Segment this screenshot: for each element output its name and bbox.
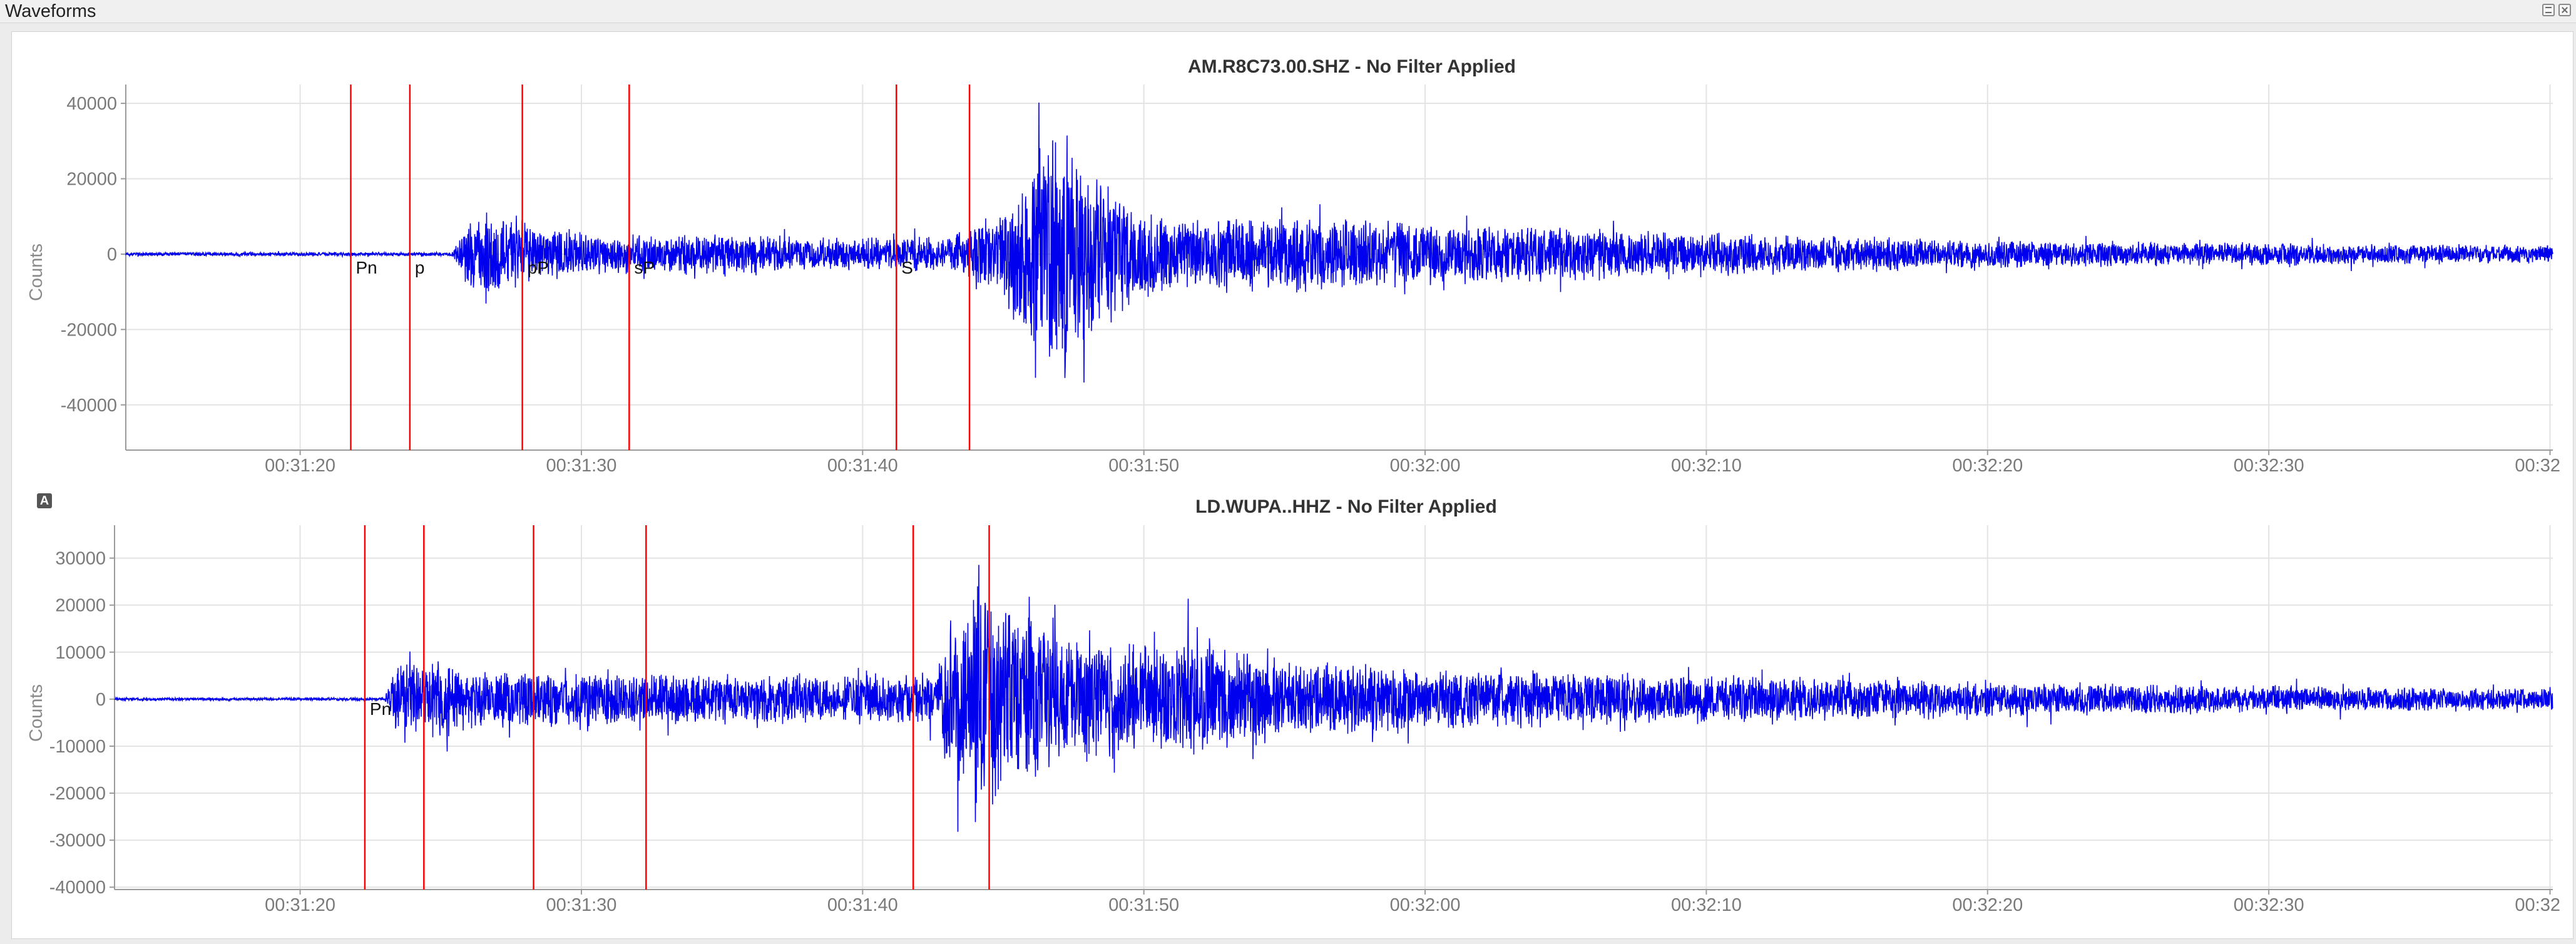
x-tick-label: 00:32 bbox=[2515, 895, 2560, 915]
waveform-trace bbox=[125, 102, 2553, 383]
y-tick-label: -20000 bbox=[61, 320, 117, 340]
phase-label: pP bbox=[528, 258, 549, 277]
waveform-chart-2: -40000 -30000 -20000 -10000 0 10000 20000 30000… bbox=[26, 496, 2560, 915]
x-tick-label: 00:31:40 bbox=[827, 456, 898, 476]
x-tick-label: 00:32:30 bbox=[2234, 895, 2304, 915]
y-tick-label: -20000 bbox=[49, 784, 106, 804]
x-tick-label: 00:31:20 bbox=[265, 895, 335, 915]
window-title: Waveforms bbox=[5, 1, 96, 21]
y-tick-label: 30000 bbox=[55, 549, 106, 569]
phase-label: Pn bbox=[355, 258, 377, 277]
close-button[interactable] bbox=[2558, 4, 2571, 16]
y-tick-label: 40000 bbox=[66, 94, 117, 114]
x-tick-label: 00:31:50 bbox=[1108, 456, 1179, 476]
window-titlebar: Waveforms bbox=[0, 0, 2576, 23]
chart-title: AM.R8C73.00.SHZ - No Filter Applied bbox=[1188, 56, 1516, 77]
y-tick-label: -40000 bbox=[49, 878, 106, 898]
y-tick-label: 20000 bbox=[55, 596, 106, 616]
x-tick-label: 00:32:20 bbox=[1952, 895, 2023, 915]
panel-a-badge[interactable]: A bbox=[37, 493, 52, 508]
x-tick-label: 00:32:00 bbox=[1390, 895, 1461, 915]
x-tick-label: 00:31:30 bbox=[546, 456, 617, 476]
x-tick-label: 00:32 bbox=[2515, 456, 2560, 476]
y-tick-label: 0 bbox=[107, 245, 117, 265]
phase-label: sP bbox=[634, 258, 655, 277]
y-axis-label: Counts bbox=[26, 244, 46, 301]
y-tick-label: 10000 bbox=[55, 643, 106, 663]
phase-label: p bbox=[415, 258, 425, 277]
waveform-chart-1: -40000 -20000 0 20000 40000 00:31:20 00:31:30 0… bbox=[26, 56, 2560, 476]
x-tick-label: 00:32:00 bbox=[1390, 456, 1461, 476]
x-tick-label: 00:32:10 bbox=[1671, 456, 1742, 476]
y-tick-label: 20000 bbox=[66, 170, 117, 190]
y-tick-label: -10000 bbox=[49, 737, 106, 757]
waveform-trace bbox=[114, 565, 2553, 832]
x-tick-label: 00:31:50 bbox=[1108, 895, 1179, 915]
float-button[interactable] bbox=[2542, 4, 2555, 16]
waveforms-plot: -40000 -20000 0 20000 40000 00:31:20 00:31:30 0… bbox=[26, 56, 2560, 915]
phase-label: S bbox=[901, 258, 913, 277]
waveform-panel: -40000 -20000 0 20000 40000 00:31:20 00:31:30 0… bbox=[11, 31, 2573, 939]
x-tick-label: 00:32:30 bbox=[2234, 456, 2304, 476]
y-tick-label: -40000 bbox=[61, 396, 117, 416]
y-tick-label: 0 bbox=[96, 690, 106, 710]
x-tick-label: 00:32:20 bbox=[1952, 456, 2023, 476]
y-axis-label: Counts bbox=[26, 684, 46, 742]
x-tick-label: 00:32:10 bbox=[1671, 895, 1742, 915]
y-tick-label: -30000 bbox=[49, 831, 106, 851]
x-tick-label: 00:31:30 bbox=[546, 895, 617, 915]
x-tick-label: 00:31:20 bbox=[265, 456, 335, 476]
chart-title: LD.WUPA..HHZ - No Filter Applied bbox=[1195, 496, 1497, 517]
phase-label: Pn bbox=[370, 699, 391, 719]
x-tick-label: 00:31:40 bbox=[827, 895, 898, 915]
